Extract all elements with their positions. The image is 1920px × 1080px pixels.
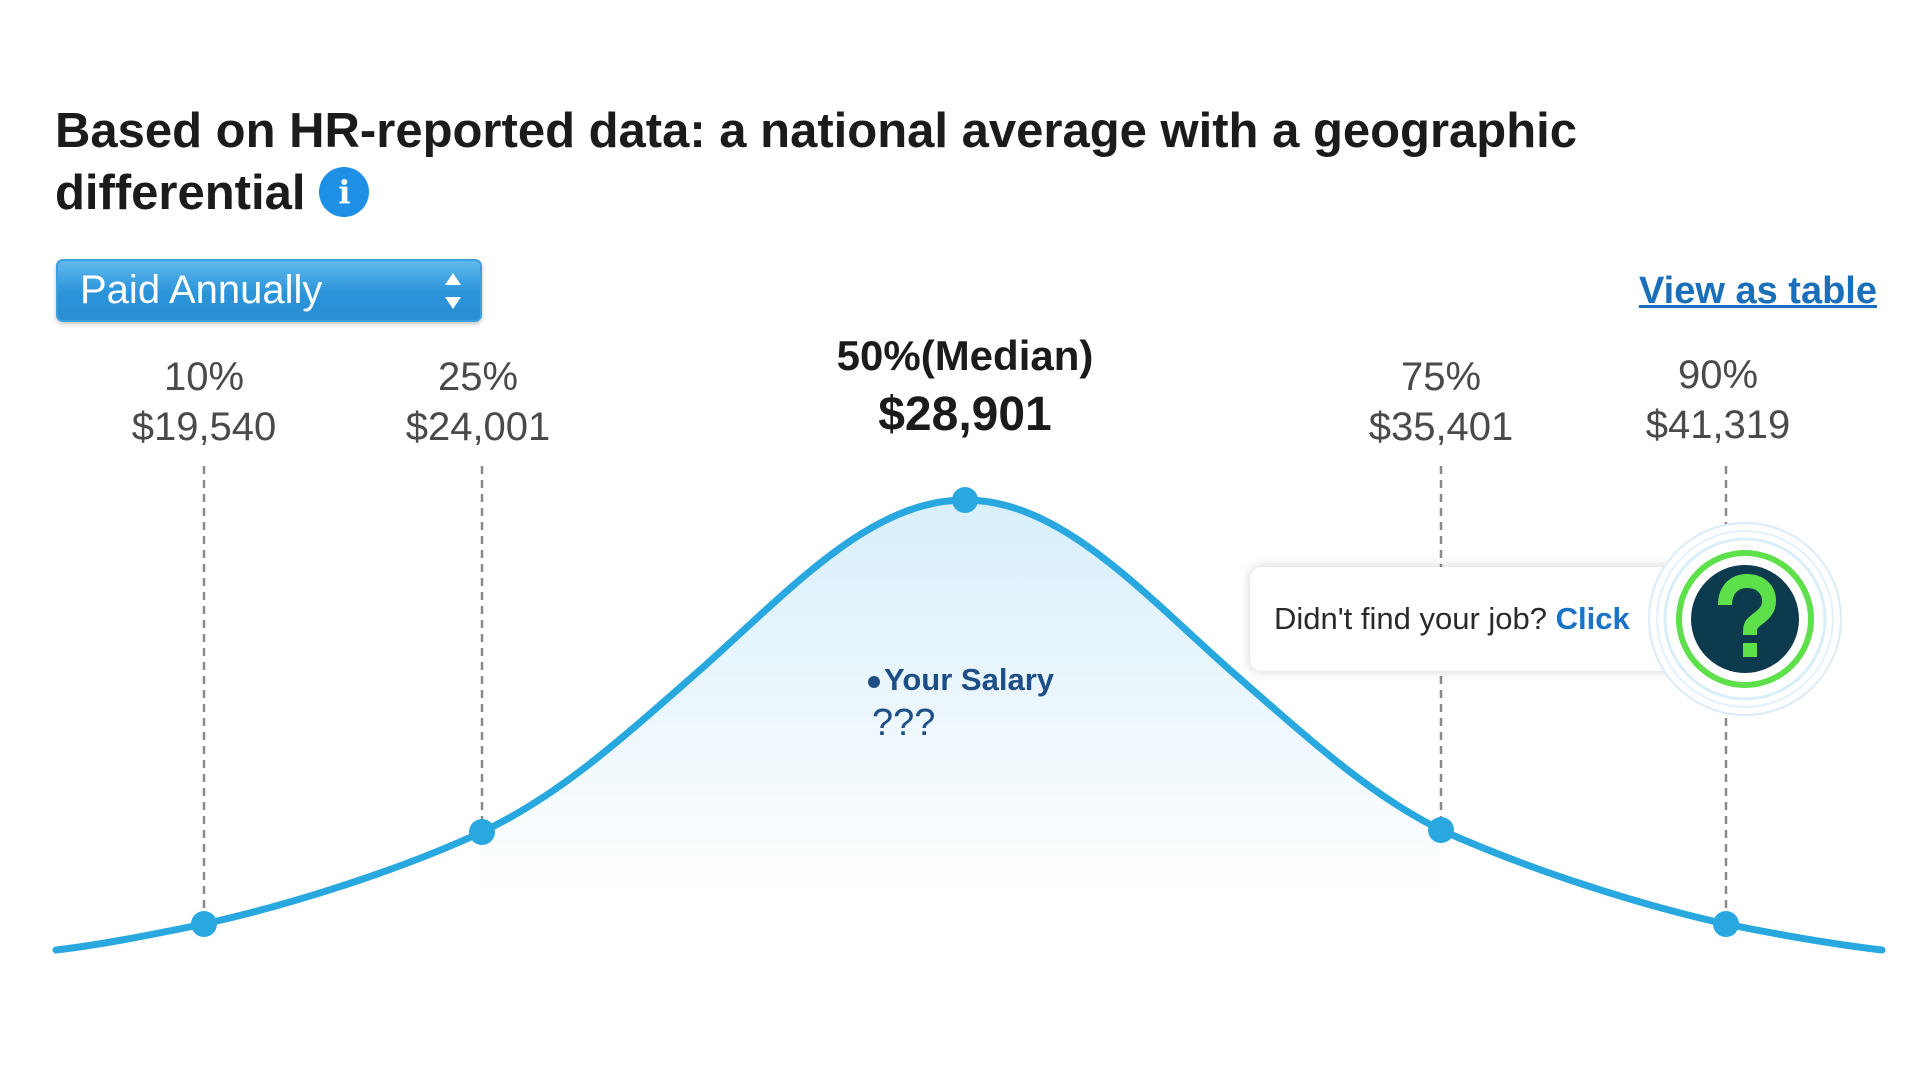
percentile-90: 90% $41,319 xyxy=(1646,350,1791,450)
help-button[interactable] xyxy=(1647,521,1843,717)
percentile-10-value: $19,540 xyxy=(131,405,277,449)
percentile-25: 25% $24,001 xyxy=(406,352,551,452)
job-prompt-text: Didn't find your job? xyxy=(1274,601,1548,636)
question-icon xyxy=(1718,573,1777,657)
point-50 xyxy=(952,487,978,513)
percentile-points xyxy=(191,487,1739,937)
percentile-75: 75% $35,401 xyxy=(1369,352,1514,452)
percentile-75-value: $35,401 xyxy=(1368,405,1514,449)
median-value: $28,901 xyxy=(878,388,1052,441)
percentile-10: 10% $19,540 xyxy=(132,352,277,452)
point-90 xyxy=(1713,911,1739,937)
percentile-10-label: 10% xyxy=(163,355,245,399)
percentile-90-value: $41,319 xyxy=(1645,403,1791,447)
point-10 xyxy=(191,911,217,937)
median-label: 50%(Median) xyxy=(836,332,1094,379)
percentile-25-value: $24,001 xyxy=(405,405,551,449)
pay-period-select[interactable]: Paid Annually xyxy=(56,259,482,322)
your-salary-label-text: Your Salary xyxy=(884,662,1055,697)
percentile-90-label: 90% xyxy=(1677,353,1759,397)
percentile-75-label: 75% xyxy=(1400,355,1482,399)
job-prompt-click-link[interactable]: Click xyxy=(1555,601,1630,636)
point-75 xyxy=(1428,817,1454,843)
your-salary-marker: Your Salary ??? xyxy=(868,660,1054,746)
pay-period-selected-value: Paid Annually xyxy=(80,268,323,312)
salary-dot-icon xyxy=(868,675,880,688)
point-25 xyxy=(469,819,495,845)
job-not-found-prompt: Didn't find your job? Click xyxy=(1250,567,1680,671)
title-text: Based on HR-reported data: a national av… xyxy=(55,104,1578,220)
your-salary-label: Your Salary xyxy=(868,660,1054,700)
percentile-25-label: 25% xyxy=(437,355,519,399)
your-salary-value: ??? xyxy=(872,702,936,744)
percentile-50-median: 50%(Median) $28,901 xyxy=(837,330,1094,448)
view-as-table-link[interactable]: View as table xyxy=(1639,270,1877,312)
info-icon[interactable]: i xyxy=(319,167,370,218)
curve-fill xyxy=(480,500,1441,900)
select-arrows-icon xyxy=(445,273,461,309)
page-title: Based on HR-reported data: a national av… xyxy=(55,100,1615,224)
